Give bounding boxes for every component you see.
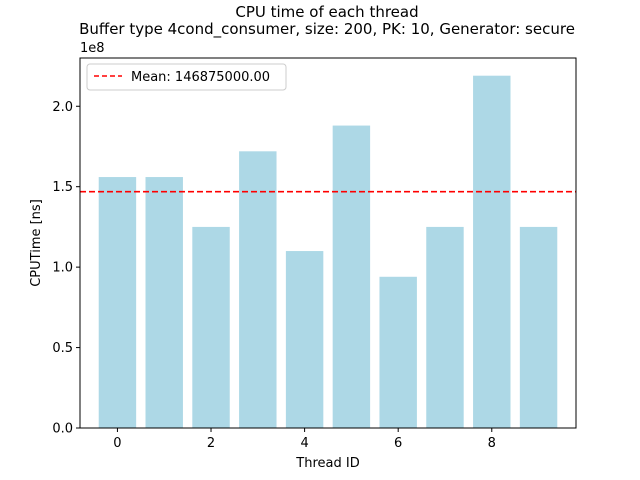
bars-group bbox=[98, 75, 558, 429]
bar-thread-8 bbox=[473, 75, 511, 429]
x-tick-label: 2 bbox=[207, 436, 215, 451]
chart-title: CPU time of each thread bbox=[235, 3, 418, 21]
x-tick-label: 6 bbox=[394, 436, 402, 451]
x-axis-label: Thread ID bbox=[295, 456, 359, 471]
x-tick-label: 4 bbox=[300, 436, 308, 451]
bar-thread-4 bbox=[285, 251, 324, 428]
plot-frame bbox=[79, 57, 577, 429]
x-axis-ticks: 0 2 4 6 8 bbox=[113, 428, 496, 451]
x-tick-label: 8 bbox=[488, 436, 496, 451]
bar-thread-5 bbox=[332, 125, 371, 428]
y-tick-label: 1.5 bbox=[52, 180, 73, 195]
y-tick-label: 0.5 bbox=[52, 341, 73, 356]
bar-thread-2 bbox=[192, 226, 230, 428]
y-tick-label: 2.0 bbox=[52, 100, 73, 115]
bar-thread-7 bbox=[426, 226, 464, 428]
y-tick-label: 0.0 bbox=[52, 422, 73, 437]
legend-box bbox=[86, 63, 287, 91]
bar-thread-0 bbox=[98, 177, 137, 428]
bar-thread-9 bbox=[519, 226, 558, 428]
bar-thread-3 bbox=[239, 151, 277, 428]
y-axis-ticks: 0.0 0.5 1.0 1.5 2.0 bbox=[52, 100, 80, 437]
chart-subtitle: Buffer type 4cond_consumer, size: 200, P… bbox=[79, 20, 575, 39]
x-tick-label: 0 bbox=[113, 436, 121, 451]
y-axis-label: CPUTime [ns] bbox=[29, 199, 44, 287]
bar-thread-1 bbox=[145, 177, 183, 428]
y-tick-label: 1.0 bbox=[52, 261, 73, 276]
legend: Mean: 146875000.00 bbox=[86, 63, 287, 91]
legend-mean-label: Mean: 146875000.00 bbox=[131, 70, 270, 85]
bar-thread-6 bbox=[379, 276, 417, 428]
y-offset-label: 1e8 bbox=[80, 41, 105, 56]
